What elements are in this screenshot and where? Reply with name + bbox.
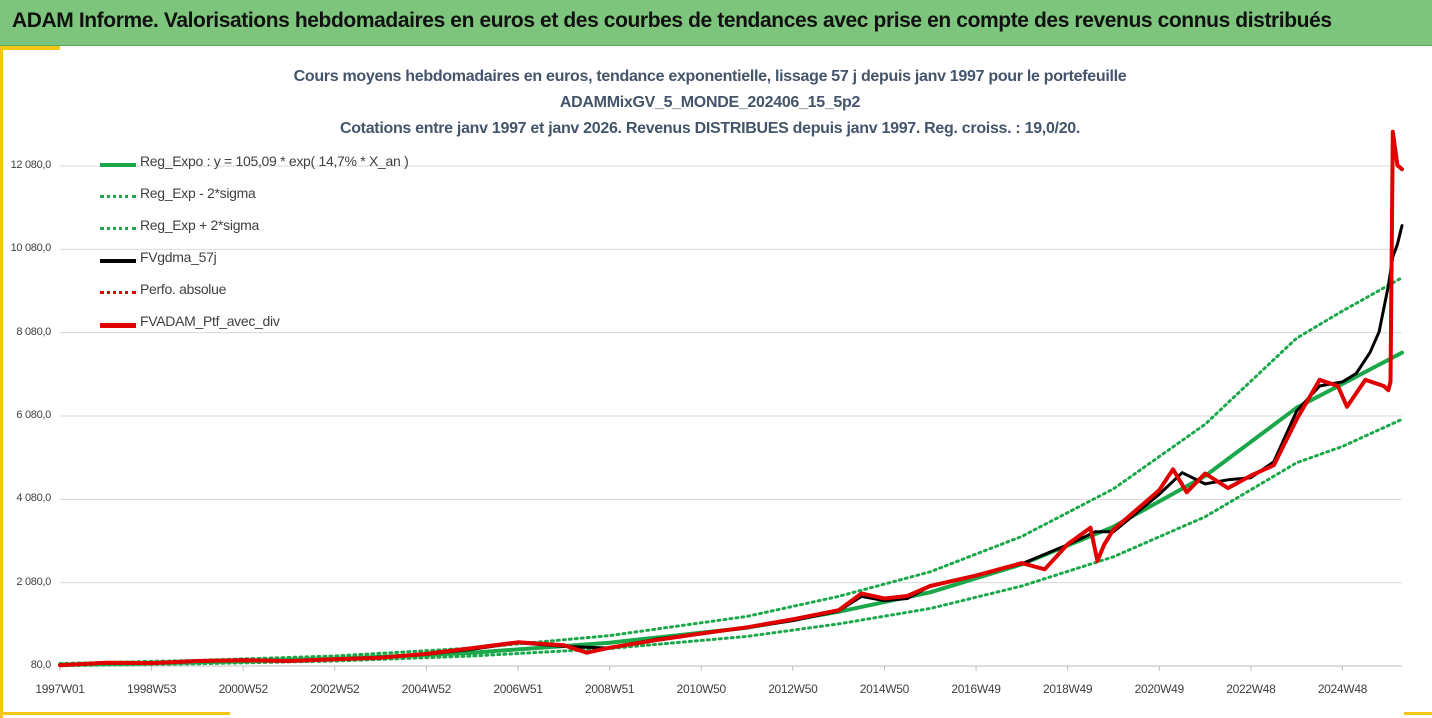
- legend-label: FVgdma_57j: [140, 249, 217, 265]
- series-line-4: [59, 130, 1403, 667]
- legend-swatch: [100, 195, 136, 198]
- legend-swatch: [100, 163, 136, 167]
- x-tick-label: 2020W49: [1134, 682, 1185, 696]
- legend-label: FVADAM_Ptf_avec_div: [140, 313, 280, 329]
- chart-title-line-1: Cours moyens hebdomadaires en euros, ten…: [293, 68, 1127, 85]
- left-edge-accent: [0, 46, 3, 718]
- x-tick-label: 2014W50: [859, 682, 910, 696]
- y-tick-label: 4 080,0: [16, 492, 51, 505]
- x-tick-label: 2006W51: [493, 682, 543, 696]
- x-tick-label: 1998W53: [126, 682, 177, 696]
- x-tick-label: 2004W52: [401, 682, 452, 696]
- series-line-1: [58, 417, 1404, 668]
- x-tick-label: 2024W48: [1317, 682, 1368, 696]
- legend-label: Reg_Exp - 2*sigma: [140, 185, 256, 201]
- bottom-right-accent: [1404, 712, 1432, 715]
- legend-swatch: [100, 259, 136, 263]
- chart-title-line-3: Cotations entre janv 1997 et janv 2026. …: [339, 120, 1081, 137]
- bottom-left-accent: [0, 712, 230, 715]
- series-lines: [58, 129, 1404, 668]
- legend-label: Perfo. absolue: [140, 281, 227, 297]
- x-tick-label: 2002W52: [310, 682, 360, 696]
- legend-label: Reg_Exp + 2*sigma: [140, 217, 260, 233]
- x-tick-label: 1997W01: [35, 682, 85, 696]
- x-tick-label: 2000W52: [218, 682, 269, 696]
- gridlines: [59, 165, 1402, 671]
- y-tick-label: 6 080,0: [16, 409, 51, 421]
- x-tick-label: 2022W48: [1226, 682, 1276, 696]
- y-tick-label: 80,0: [30, 659, 52, 671]
- report-banner: ADAM Informe. Valorisations hebdomadaire…: [0, 0, 1432, 46]
- x-tick-label: 2018W49: [1043, 682, 1093, 696]
- x-tick-label: 2012W50: [768, 682, 818, 696]
- y-tick-label: 8 080,0: [16, 325, 51, 338]
- chart-title-line-2: ADAMMixGV_5_MONDE_202406_15_5p2: [559, 94, 861, 111]
- chart-title: Cours moyens hebdomadaires en euros, ten…: [180, 64, 1240, 142]
- x-tick-label: 2008W51: [584, 682, 635, 696]
- x-tick-label: 2010W50: [676, 682, 727, 696]
- y-tick-label: 2 080,0: [16, 575, 51, 588]
- legend-label: Reg_Expo : y = 105,09 * exp( 14,7% * X_a…: [140, 153, 409, 169]
- series-line-3: [58, 224, 1404, 667]
- y-tick-label: 10 080,0: [10, 242, 52, 255]
- series-line-2: [58, 276, 1404, 665]
- legend-swatch: [100, 291, 136, 294]
- top-left-accent: [0, 46, 60, 50]
- legend-swatch: [100, 323, 136, 328]
- legend-swatch: [100, 227, 136, 230]
- series-line-5: [58, 129, 1404, 668]
- x-tick-label: 2016W49: [951, 682, 1001, 696]
- y-tick-label: 12 080,0: [10, 159, 52, 171]
- banner-title: ADAM Informe. Valorisations hebdomadaire…: [12, 9, 1332, 32]
